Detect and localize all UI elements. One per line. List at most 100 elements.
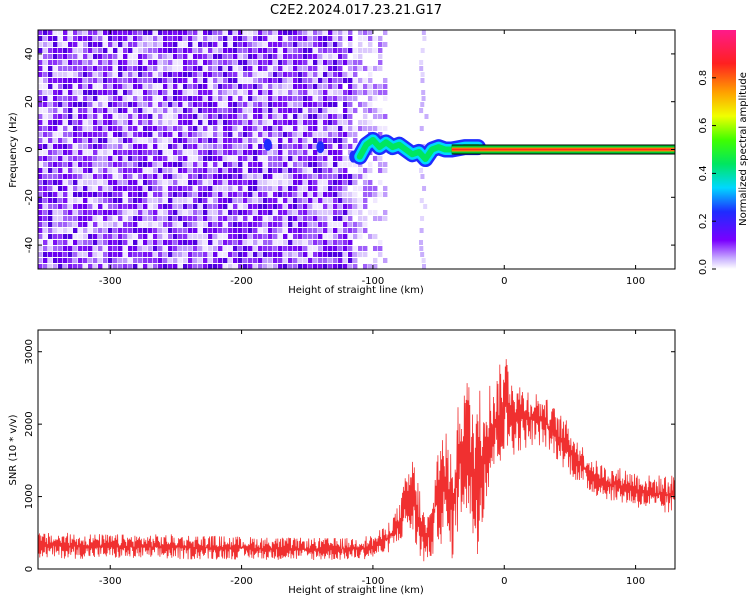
- spectrogram-noise-cell: [198, 78, 203, 83]
- spectrogram-noise-cell: [58, 198, 63, 203]
- spectrogram-noise-cell: [373, 84, 378, 89]
- spectrogram-noise-cell: [203, 252, 208, 257]
- spectrogram-stripe-cell: [420, 216, 425, 221]
- spectrogram-noise-cell: [358, 228, 363, 233]
- spectrogram-noise-cell: [288, 168, 293, 173]
- spectrogram-noise-cell: [318, 216, 323, 221]
- spectrogram-noise-cell: [248, 150, 253, 155]
- spectrogram-noise-cell: [198, 66, 203, 71]
- spectrogram-noise-cell: [348, 228, 353, 233]
- spectrogram-noise-cell: [328, 228, 333, 233]
- spectrogram-noise-cell: [93, 252, 98, 257]
- spectrogram-noise-cell: [38, 192, 43, 197]
- spectrogram-noise-cell: [203, 54, 208, 59]
- spectrogram-noise-cell: [333, 192, 338, 197]
- spectrogram-noise-cell: [343, 252, 348, 257]
- spectrogram-noise-cell: [73, 264, 78, 269]
- spectrogram-noise-cell: [293, 246, 298, 251]
- spectrogram-noise-cell: [53, 84, 58, 89]
- spectrogram-noise-cell: [83, 30, 88, 35]
- spectrogram-noise-cell: [163, 108, 168, 113]
- spectrogram-noise-cell: [198, 48, 203, 53]
- spectrogram-noise-cell: [213, 228, 218, 233]
- spectrogram-noise-cell: [183, 264, 188, 269]
- spectrogram-noise-cell: [238, 222, 243, 227]
- spectrogram-noise-cell: [228, 120, 233, 125]
- spectrogram-noise-cell: [178, 228, 183, 233]
- spectrogram-noise-cell: [58, 78, 63, 83]
- spectrogram-noise-cell: [68, 30, 73, 35]
- spectrogram-noise-cell: [153, 204, 158, 209]
- spectrogram-noise-cell: [118, 138, 123, 143]
- spectrogram-noise-cell: [293, 78, 298, 83]
- spectrogram-noise-cell: [313, 264, 318, 269]
- spectrogram-noise-cell: [143, 108, 148, 113]
- spectrogram-noise-cell: [148, 216, 153, 221]
- spectrogram-noise-cell: [98, 144, 103, 149]
- spectrogram-noise-cell: [98, 156, 103, 161]
- spectrogram-noise-cell: [223, 102, 228, 107]
- spectrogram-noise-cell: [228, 90, 233, 95]
- spectrogram-noise-cell: [348, 30, 353, 35]
- spectrogram-noise-cell: [38, 132, 43, 137]
- spectrogram-noise-cell: [318, 174, 323, 179]
- spectrogram-noise-cell: [268, 30, 273, 35]
- spectrogram-noise-cell: [48, 258, 53, 263]
- spectrogram-noise-cell: [133, 198, 138, 203]
- spectrogram-noise-cell: [258, 222, 263, 227]
- spectrogram-noise-cell: [268, 48, 273, 53]
- spectrogram-noise-cell: [353, 138, 358, 143]
- spectrogram-noise-cell: [148, 114, 153, 119]
- spectrogram-noise-cell: [363, 168, 368, 173]
- spectrogram-noise-cell: [128, 228, 133, 233]
- spectrogram-noise-cell: [263, 168, 268, 173]
- spectrogram-noise-cell: [48, 102, 53, 107]
- spectrogram-noise-cell: [338, 240, 343, 245]
- spectrogram-noise-cell: [338, 156, 343, 161]
- x-tick-label: -200: [230, 576, 253, 587]
- spectrogram-noise-cell: [188, 150, 193, 155]
- spectrogram-noise-cell: [303, 30, 308, 35]
- spectrogram-noise-cell: [123, 54, 128, 59]
- spectrogram-noise-cell: [163, 168, 168, 173]
- spectrogram-noise-cell: [298, 108, 303, 113]
- spectrogram-noise-cell: [148, 150, 153, 155]
- spectrogram-noise-cell: [198, 144, 203, 149]
- spectrogram-noise-cell: [123, 102, 128, 107]
- spectrogram-noise-cell: [293, 222, 298, 227]
- spectrogram-noise-cell: [368, 180, 373, 185]
- spectrogram-noise-cell: [183, 198, 188, 203]
- spectrogram-noise-layer: [38, 30, 430, 269]
- spectrogram-noise-cell: [253, 156, 258, 161]
- spectrogram-noise-cell: [168, 180, 173, 185]
- spectrogram-noise-cell: [168, 222, 173, 227]
- spectrogram-noise-cell: [163, 120, 168, 125]
- spectrogram-noise-cell: [53, 108, 58, 113]
- spectrogram-noise-cell: [183, 42, 188, 47]
- spectrogram-noise-cell: [298, 96, 303, 101]
- spectrogram-noise-cell: [208, 186, 213, 191]
- spectrogram-noise-cell: [318, 48, 323, 53]
- snr-series: [37, 359, 676, 562]
- spectrogram-noise-cell: [58, 96, 63, 101]
- spectrogram-noise-cell: [73, 198, 78, 203]
- spectrogram-noise-cell: [288, 126, 293, 131]
- spectrogram-noise-cell: [248, 198, 253, 203]
- spectrogram-noise-cell: [223, 120, 228, 125]
- spectrogram-noise-cell: [228, 156, 233, 161]
- spectrogram-noise-cell: [293, 84, 298, 89]
- spectrogram-noise-cell: [218, 54, 223, 59]
- spectrogram-noise-cell: [208, 84, 213, 89]
- spectrogram-noise-cell: [263, 66, 268, 71]
- spectrogram-noise-cell: [153, 36, 158, 41]
- spectrogram-noise-cell: [253, 66, 258, 71]
- spectrogram-noise-cell: [168, 204, 173, 209]
- spectrogram-noise-cell: [203, 138, 208, 143]
- spectrogram-noise-cell: [178, 60, 183, 65]
- spectrogram-noise-cell: [78, 132, 83, 137]
- spectrogram-noise-cell: [263, 90, 268, 95]
- colorbar-tick-label: 0.2: [698, 213, 709, 229]
- spectrogram-noise-cell: [198, 120, 203, 125]
- spectrogram-noise-cell: [193, 120, 198, 125]
